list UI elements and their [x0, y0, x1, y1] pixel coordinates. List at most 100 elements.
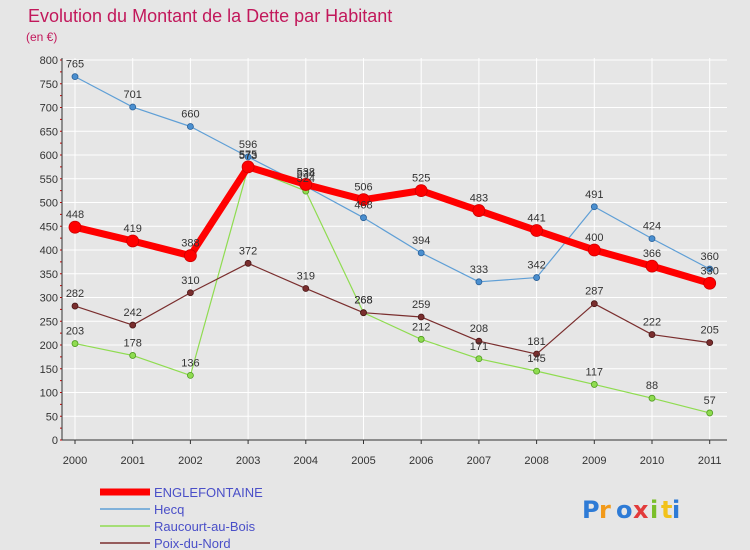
data-label-englefontaine: 366: [643, 248, 661, 260]
x-tick-label: 2005: [351, 455, 375, 467]
data-label-poix-du-nord: 282: [66, 288, 84, 300]
y-tick-label: 50: [46, 411, 58, 423]
legend-label-poix-du-nord: Poix-du-Nord: [154, 536, 231, 550]
y-tick-label: 150: [40, 364, 58, 376]
legend-label-hecq: Hecq: [154, 502, 184, 517]
data-label-raucourt-au-bois: 117: [586, 366, 604, 378]
data-label-raucourt-au-bois: 212: [412, 321, 430, 333]
y-tick-label: 750: [40, 79, 58, 91]
data-point-poix-du-nord: [360, 309, 367, 317]
data-label-englefontaine: 388: [181, 238, 199, 250]
data-label-hecq: 424: [643, 221, 661, 233]
y-tick-label: 100: [40, 388, 58, 400]
y-tick-label: 450: [40, 221, 58, 233]
data-label-poix-du-nord: 319: [297, 270, 315, 282]
data-point-poix-du-nord: [417, 313, 425, 321]
x-tick-label: 2009: [582, 455, 606, 467]
series-line-hecq: [74, 76, 710, 283]
data-label-hecq: 333: [470, 264, 488, 276]
x-tick-label: 2008: [524, 455, 548, 467]
x-tick-label: 2010: [640, 455, 664, 467]
legend-label-englefontaine: ENGLEFONTAINE: [154, 485, 263, 500]
y-tick-label: 550: [40, 174, 58, 186]
data-point-poix-du-nord: [706, 339, 714, 347]
x-tick-label: 2011: [698, 455, 722, 467]
data-label-poix-du-nord: 259: [412, 299, 430, 311]
data-point-poix-du-nord: [71, 302, 79, 310]
y-tick-label: 400: [40, 245, 58, 257]
x-tick-label: 2007: [467, 455, 491, 467]
data-point-englefontaine: [472, 204, 486, 217]
data-label-raucourt-au-bois: 88: [646, 380, 658, 392]
data-label-poix-du-nord: 287: [585, 286, 603, 298]
data-point-poix-du-nord: [533, 350, 540, 358]
data-point-englefontaine: [645, 259, 659, 273]
y-tick-label: 600: [40, 150, 58, 162]
data-label-englefontaine: 419: [124, 223, 142, 235]
data-label-hecq: 701: [124, 89, 142, 101]
data-point-poix-du-nord: [129, 321, 137, 329]
x-tick-label: 2004: [294, 455, 318, 467]
data-point-englefontaine: [241, 160, 255, 174]
data-label-raucourt-au-bois: 573: [239, 150, 257, 162]
logo-letter: x: [633, 496, 649, 524]
data-label-englefontaine: 506: [354, 182, 372, 194]
data-label-poix-du-nord: 268: [354, 295, 372, 307]
data-point-englefontaine: [414, 184, 428, 198]
x-tick-label: 2003: [236, 455, 260, 467]
data-label-hecq: 534: [297, 168, 315, 180]
data-label-englefontaine: 400: [585, 232, 603, 244]
y-tick-label: 0: [52, 435, 58, 447]
data-label-raucourt-au-bois: 268: [354, 295, 372, 307]
y-tick-label: 350: [40, 269, 58, 281]
series-line-raucourt-au-bois: [74, 167, 710, 414]
y-tick-label: 250: [40, 316, 58, 328]
data-point-englefontaine: [299, 178, 313, 191]
series-layer: [68, 73, 717, 417]
data-point-hecq: [533, 274, 540, 281]
logo-letter: i: [672, 496, 680, 524]
axes: 0 50 100 150 200 250 300 350 400 450 500 550 600 650 7…: [40, 55, 727, 467]
logo-letter: P: [582, 496, 600, 524]
data-point-poix-du-nord: [186, 289, 194, 297]
data-point-englefontaine: [587, 243, 601, 257]
data-label-poix-du-nord: 222: [643, 317, 661, 329]
data-label-raucourt-au-bois: 136: [181, 357, 199, 369]
data-label-poix-du-nord: 310: [181, 275, 199, 287]
data-label-hecq: 360: [701, 251, 719, 263]
data-label-hecq: 468: [354, 200, 372, 212]
data-point-raucourt-au-bois: [706, 409, 714, 417]
data-point-englefontaine: [530, 224, 543, 237]
y-tick-label: 500: [40, 198, 58, 210]
y-tick-label: 200: [40, 340, 58, 352]
data-label-poix-du-nord: 372: [239, 245, 257, 257]
data-point-poix-du-nord: [475, 337, 483, 345]
data-point-poix-du-nord: [648, 331, 656, 338]
data-point-hecq: [129, 103, 137, 111]
data-point-hecq: [648, 235, 656, 243]
data-label-hecq: 491: [585, 189, 603, 201]
logo-letter: t: [661, 496, 672, 524]
chart-subtitle: (en €): [26, 30, 57, 44]
x-tick-label: 2001: [120, 455, 144, 467]
data-label-poix-du-nord: 208: [470, 323, 488, 335]
data-label-raucourt-au-bois: 524: [297, 173, 315, 185]
y-tick-label: 650: [40, 126, 58, 138]
data-label-raucourt-au-bois: 203: [66, 326, 84, 338]
data-label-englefontaine: 483: [470, 193, 488, 205]
data-label-poix-du-nord: 205: [701, 325, 719, 337]
y-tick-label: 800: [40, 55, 58, 67]
chart-title: Evolution du Montant de la Dette par Hab…: [28, 6, 392, 26]
series-line-poix-du-nord: [74, 262, 710, 355]
legend: ENGLEFONTAINE Hecq Raucourt-au-Bois Poix-du…: [100, 485, 263, 550]
data-point-hecq: [360, 214, 367, 222]
data-point-englefontaine: [183, 249, 197, 263]
y-tick-label: 700: [40, 103, 58, 115]
data-point-hecq: [417, 249, 425, 257]
data-point-raucourt-au-bois: [533, 367, 540, 375]
logo-letter: i: [650, 496, 658, 524]
data-point-hecq: [186, 123, 194, 130]
data-point-hecq: [706, 265, 714, 273]
